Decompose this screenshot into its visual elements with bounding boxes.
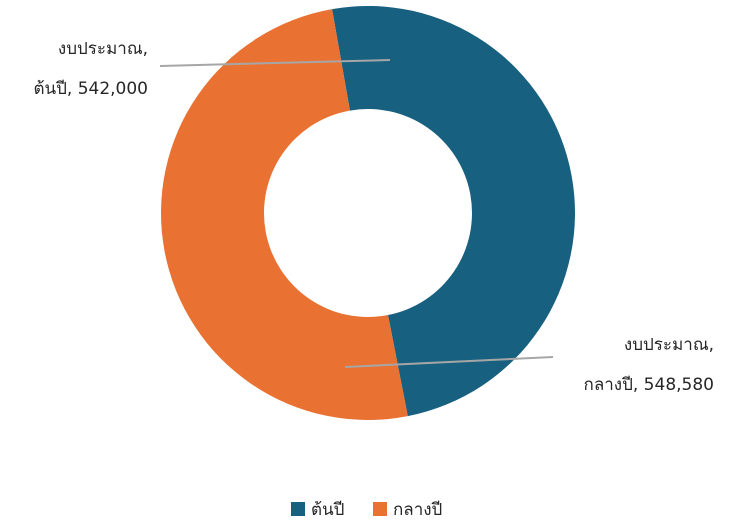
slices-group bbox=[161, 5, 576, 420]
legend-label-start-of-year: ต้นปี bbox=[311, 500, 344, 520]
leader-line-start-of-year bbox=[159, 59, 391, 67]
data-label-line1-start-of-year: งบประมาณ, bbox=[58, 39, 148, 59]
leader-line-mid-year bbox=[344, 356, 554, 368]
slice-start-of-year bbox=[332, 5, 576, 417]
slice-mid-year bbox=[161, 9, 408, 420]
data-label-line2-start-of-year: ต้นปี, 542,000 bbox=[33, 79, 148, 99]
data-label-line2-mid-year: กลางปี, 548,580 bbox=[584, 375, 714, 395]
leader-lines-group bbox=[159, 59, 554, 368]
data-label-line1-mid-year: งบประมาณ, bbox=[624, 335, 714, 355]
legend-label-mid-year: กลางปี bbox=[393, 500, 442, 520]
legend-swatch-start-of-year bbox=[291, 502, 305, 516]
data-labels-group: งบประมาณ, ต้นปี, 542,000 งบประมาณ, กลางปี, … bbox=[33, 39, 714, 395]
legend: ต้นปี กลางปี bbox=[291, 500, 442, 520]
legend-swatch-mid-year bbox=[373, 502, 387, 516]
